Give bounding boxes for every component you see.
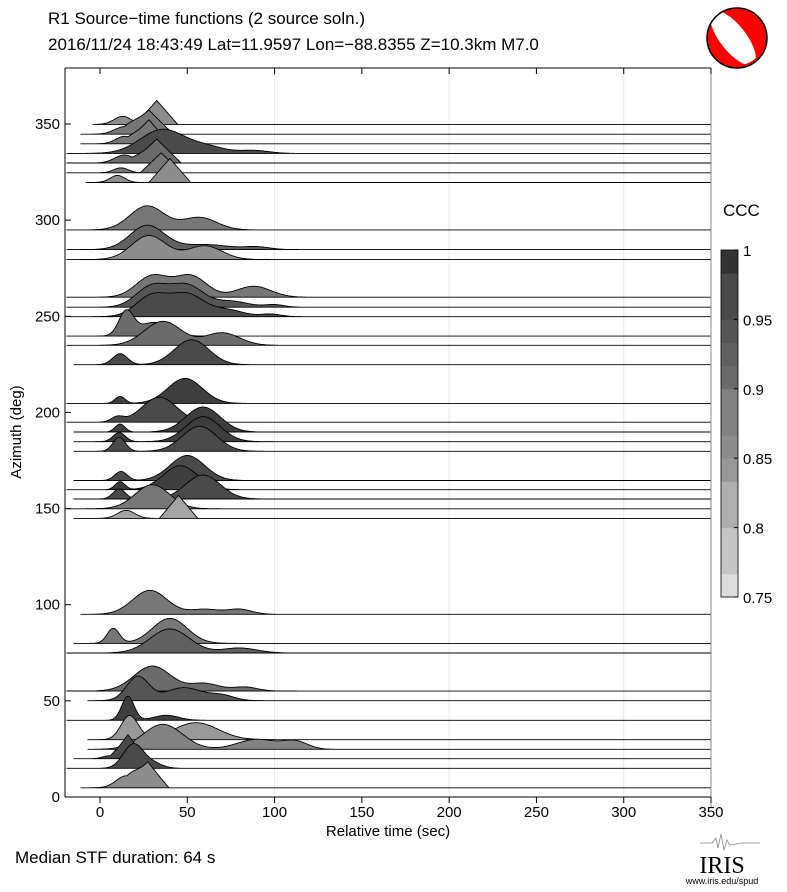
y-tick-label: 200 (35, 404, 60, 421)
colorbar-tick-label: 1 (743, 243, 751, 260)
y-tick-label: 0 (52, 789, 60, 806)
stf-trace-az-50 (87, 675, 712, 702)
colorbar-tick-label: 0.75 (743, 590, 772, 607)
colorbar-tick-label: 0.85 (743, 451, 772, 468)
stf-trace-az-155 (73, 474, 712, 500)
x-tick-label: 150 (349, 804, 374, 821)
colorbar-bin (721, 550, 738, 575)
traces (66, 99, 712, 789)
y-tick-label: 150 (35, 501, 60, 518)
colorbar-bin (721, 319, 738, 344)
x-tick-label: 100 (262, 804, 287, 821)
stf-trace-az-295 (66, 205, 712, 231)
median-duration-label: Median STF duration: 64 s (15, 848, 215, 867)
stf-trace-az-15 (66, 743, 712, 769)
grid-lines (274, 68, 625, 797)
x-tick-label: 250 (524, 804, 549, 821)
y-tick-label: 100 (35, 597, 60, 614)
colorbar-bin (721, 504, 738, 529)
colorbar-frame (720, 249, 739, 598)
x-tick-label: 300 (611, 804, 636, 821)
stf-trace-az-75 (66, 628, 712, 654)
stf-trace-az-95 (80, 589, 712, 615)
stf-trace-az-160 (66, 465, 712, 491)
colorbar-tick-label: 0.9 (743, 382, 764, 399)
stf-trace-az-25 (87, 723, 712, 750)
x-tick-label: 50 (179, 804, 196, 821)
stf-trace-az-55 (66, 665, 712, 692)
x-tick-label: 200 (437, 804, 462, 821)
colorbar-bin (721, 573, 738, 598)
axes: 0 50 100 150 200 250 300 350 0 50 100 150 200 250 300 3… (35, 67, 724, 821)
iris-logo: IRIS www.iris.edu/spud (685, 833, 760, 886)
colorbar-tick-label: 0.8 (743, 521, 764, 538)
iris-url: www.iris.edu/spud (685, 876, 759, 886)
stf-trace-az-80 (73, 617, 712, 644)
colorbar-bin (721, 250, 738, 274)
x-axis-label: Relative time (sec) (326, 823, 450, 840)
colorbar-bin (721, 435, 738, 459)
stf-trace-az-250 (66, 291, 712, 318)
stf-trace-az-5 (80, 761, 712, 789)
chart-title: R1 Source−time functions (2 source soln.… (48, 9, 365, 28)
stf-trace-az-195 (66, 396, 712, 423)
stf-trace-az-225 (73, 339, 712, 366)
colorbar-bin (721, 342, 738, 367)
colorbar-label: CCC (723, 201, 760, 220)
y-tick-label: 250 (35, 308, 60, 325)
stf-trace-az-165 (73, 455, 712, 481)
chart-subtitle: 2016/11/24 18:43:49 Lat=11.9597 Lon=−88.… (48, 35, 539, 54)
stf-trace-az-335 (66, 128, 712, 154)
x-tick-label: 0 (96, 804, 104, 821)
y-tick-label: 50 (43, 693, 60, 710)
stf-trace-az-145 (73, 494, 712, 519)
stf-trace-az-330 (66, 138, 712, 164)
beachball-icon (706, 7, 768, 69)
ccc-colorbar: 1 0.95 0.9 0.85 0.8 0.75 (720, 243, 772, 607)
colorbar-bin (721, 273, 738, 297)
y-tick-label: 300 (35, 212, 60, 229)
x-tick-label: 350 (698, 804, 723, 821)
colorbar-bin (721, 388, 738, 413)
colorbar-bin (721, 296, 738, 320)
y-axis-label: Azimuth (deg) (8, 385, 25, 478)
stf-trace-az-150 (66, 484, 712, 510)
stf-trace-az-320 (85, 158, 712, 183)
iris-logo-text: IRIS (699, 853, 744, 879)
stf-trace-az-180 (73, 425, 712, 452)
colorbar-tick-label: 0.95 (743, 312, 772, 329)
colorbar-bin (721, 411, 738, 436)
stf-trace-az-280 (66, 235, 712, 261)
stf-trace-az-205 (66, 377, 712, 404)
stf-trace-az-260 (66, 274, 712, 298)
stf-trace-az-350 (92, 99, 712, 125)
colorbar-bin (721, 527, 738, 552)
colorbar-bin (721, 365, 738, 390)
stf-trace-az-235 (66, 320, 712, 346)
colorbar-bin (721, 458, 738, 482)
colorbar-bin (721, 481, 738, 505)
y-tick-label: 350 (35, 116, 60, 133)
stf-trace-az-255 (66, 282, 712, 308)
